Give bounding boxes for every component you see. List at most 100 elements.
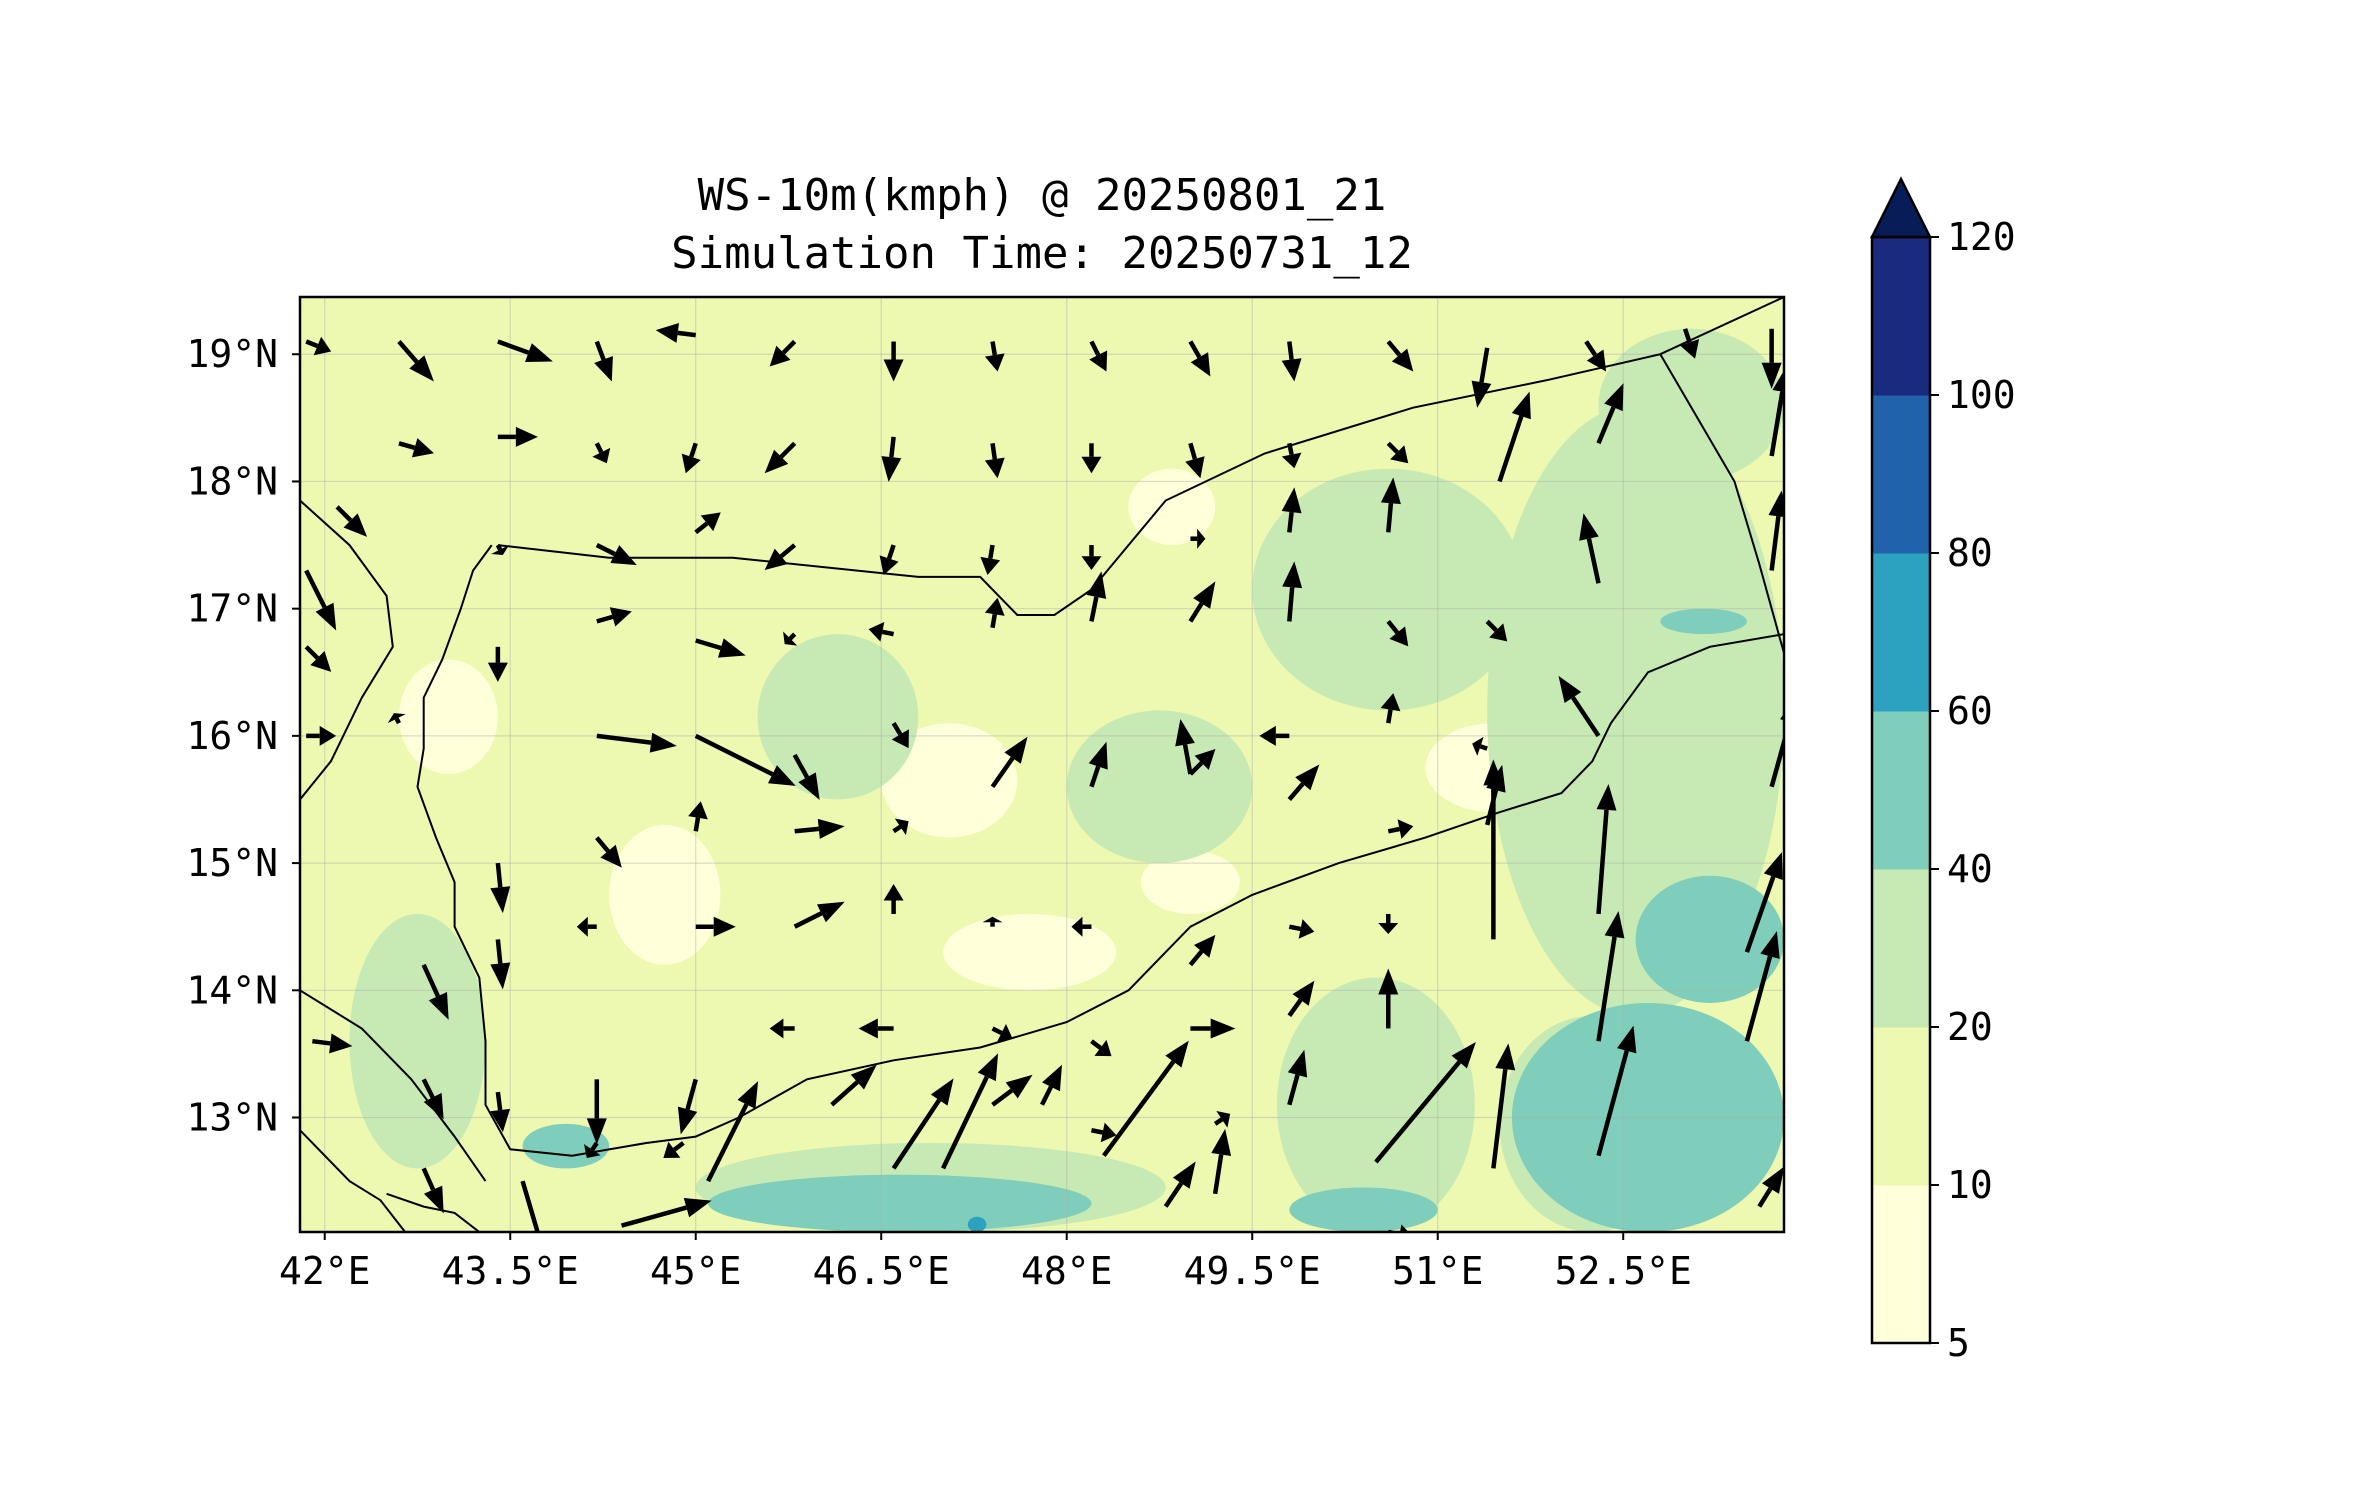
wind-vector-24 — [1185, 442, 1205, 479]
wind-vector-111 — [706, 1081, 759, 1183]
lat-tick-label-3: 16°N — [186, 714, 278, 758]
wind-vector-19 — [681, 442, 701, 474]
wind-vector-106 — [421, 1078, 444, 1120]
wind-vector-61 — [891, 721, 909, 749]
wind-speed-region-1 — [398, 659, 498, 775]
colorbar-label-7: 120 — [1947, 215, 2016, 259]
wind-speed-region-4 — [1140, 850, 1240, 914]
wind-vector-124 — [1374, 1042, 1476, 1164]
wind-vector-121 — [1211, 1128, 1232, 1195]
wind-vector-2 — [497, 339, 553, 363]
wind-vector-25 — [1281, 442, 1302, 469]
wind-vector-81 — [421, 963, 449, 1020]
wind-vector-48 — [783, 631, 798, 646]
wind-vector-9 — [1188, 340, 1211, 377]
wind-vector-74 — [794, 818, 845, 839]
wind-vector-14 — [1680, 328, 1700, 359]
wind-vector-112 — [620, 1197, 712, 1228]
lat-tick-label-6: 13°N — [186, 1096, 278, 1140]
wind-vector-55 — [1485, 619, 1508, 642]
wind-vector-96 — [490, 1091, 511, 1133]
wind-vector-39 — [1281, 487, 1302, 533]
colorbar-swatches — [1869, 176, 1933, 1345]
colorbar-label-4: 60 — [1947, 689, 1993, 733]
wind-vector-20 — [764, 441, 797, 474]
wind-vector-44 — [304, 645, 332, 672]
wind-vector-40 — [1380, 477, 1401, 533]
wind-speed-region-3 — [881, 723, 1018, 838]
wind-vector-89 — [1288, 919, 1315, 939]
wind-vector-116 — [991, 1074, 1033, 1107]
wind-vector-4 — [655, 322, 697, 343]
wind-vector-107 — [421, 1167, 444, 1214]
lat-tick-label-1: 18°N — [186, 459, 278, 503]
wind-vector-76 — [1387, 819, 1414, 839]
wind-vector-47 — [695, 638, 746, 658]
wind-vector-36 — [980, 544, 1001, 576]
wind-speed-region-10 — [1066, 710, 1253, 864]
colorbar-label-2: 20 — [1947, 1005, 1993, 1049]
wind-speed-fill — [300, 297, 1784, 1232]
lat-tick-label-2: 17°N — [186, 587, 278, 631]
map-gridlines — [300, 297, 1784, 1232]
wind-vector-62 — [990, 736, 1028, 789]
colorbar: 5 10 20 40 60 80 100 120 — [1869, 176, 2016, 1365]
wind-vector-50 — [984, 597, 1005, 629]
wind-vector-60 — [792, 753, 820, 800]
wind-vector-117 — [1039, 1064, 1062, 1106]
wind-vector-104 — [1287, 980, 1315, 1018]
africa-coast — [300, 499, 394, 801]
wind-vector-68 — [1380, 693, 1401, 724]
wind-vector-84 — [793, 901, 845, 929]
colorbar-label-1: 10 — [1947, 1163, 1993, 1207]
wind-vector-45 — [487, 646, 508, 682]
wind-vector-115 — [941, 1053, 999, 1170]
wind-vector-37 — [1081, 545, 1102, 571]
lon-tick-label-3: 46.5°E — [813, 1249, 950, 1293]
wind-vector-86 — [982, 916, 1003, 927]
wind-vector-87 — [1071, 916, 1092, 937]
longitude-ticks: 42°E 43.5°E 45°E 46.5°E 48°E 49.5°E 51°E 52.5°E — [279, 1232, 1692, 1293]
wind-speed-region-19 — [708, 1174, 1092, 1232]
wind-vector-70 — [1558, 675, 1601, 738]
wind-vector-27 — [1497, 391, 1531, 483]
wind-vector-35 — [879, 544, 899, 576]
wind-speed-region-5 — [943, 913, 1117, 991]
wind-vector-58 — [596, 732, 677, 753]
wind-vector-67 — [1287, 764, 1320, 801]
figure-title-line1: WS-10m(kmph) @ 20250801_21 — [698, 170, 1387, 221]
colorbar-swatch-1 — [1872, 1027, 1930, 1186]
wind-vector-97 — [586, 1079, 607, 1145]
wind-speed-region-13 — [1487, 405, 1784, 1016]
wind-vector-102 — [1090, 1039, 1112, 1057]
wind-vector-57 — [387, 713, 406, 725]
lon-tick-label-1: 43.5°E — [442, 1249, 579, 1293]
wind-vector-31 — [491, 544, 510, 556]
wind-vector-5 — [769, 339, 797, 367]
wind-vector-42 — [1768, 490, 1784, 571]
lon-tick-label-7: 52.5°E — [1555, 1249, 1692, 1293]
wind-vector-16 — [398, 438, 434, 458]
colorbar-swatch-6 — [1872, 237, 1930, 396]
wind-vector-21 — [881, 436, 902, 482]
wind-vector-56 — [306, 725, 337, 746]
wind-vector-69 — [1472, 736, 1488, 756]
eritrea-border — [300, 1129, 406, 1232]
wind-vector-79 — [490, 862, 511, 914]
wind-vector-1 — [397, 340, 434, 382]
wind-speed-region-22 — [1660, 608, 1747, 635]
wind-vector-13 — [1584, 340, 1607, 372]
colorbar-swatch-2 — [1872, 869, 1930, 1028]
wind-vector-122 — [1213, 1111, 1231, 1128]
map-borders — [300, 297, 1784, 1232]
wind-vector-123 — [1287, 1049, 1308, 1106]
wind-speed-region-11 — [1252, 468, 1525, 711]
wind-vector-118 — [1102, 1040, 1189, 1158]
map-frame — [298, 295, 1786, 1234]
wind-vector-72 — [595, 836, 622, 868]
wind-vector-54 — [1386, 619, 1409, 647]
colorbar-label-3: 40 — [1947, 847, 1993, 891]
colorbar-extend-max-arrow — [1869, 176, 1933, 239]
wind-vector-127 — [1596, 1025, 1637, 1157]
wind-vector-94 — [1744, 931, 1780, 1042]
